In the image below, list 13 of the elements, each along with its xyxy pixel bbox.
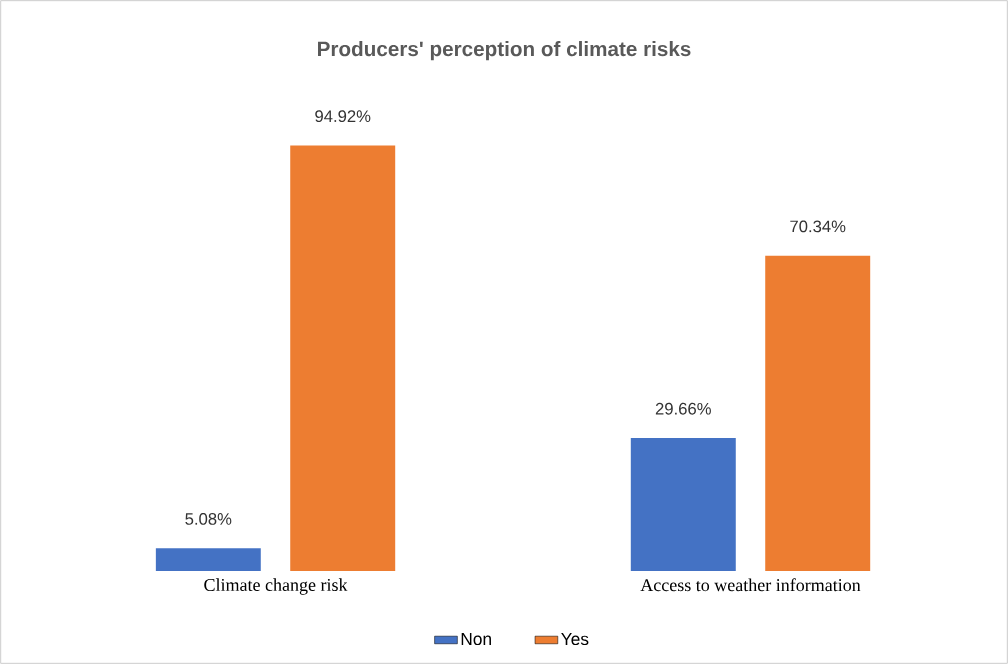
bar [765,255,871,571]
bar [155,548,261,571]
data-label: 5.08% [185,513,232,525]
data-label: 94.92% [315,110,371,123]
chart-title: Producers' perception of climate risks [318,41,691,61]
legend-label: Non [461,633,491,646]
bar [630,438,736,571]
x-tick-label: Climate change risk [204,578,348,595]
legend-label: Yes [561,633,589,646]
data-label: 29.66% [655,402,711,415]
x-tick-label: Access to weather information [640,578,861,592]
bar [290,145,396,571]
data-label: 70.34% [790,220,846,233]
